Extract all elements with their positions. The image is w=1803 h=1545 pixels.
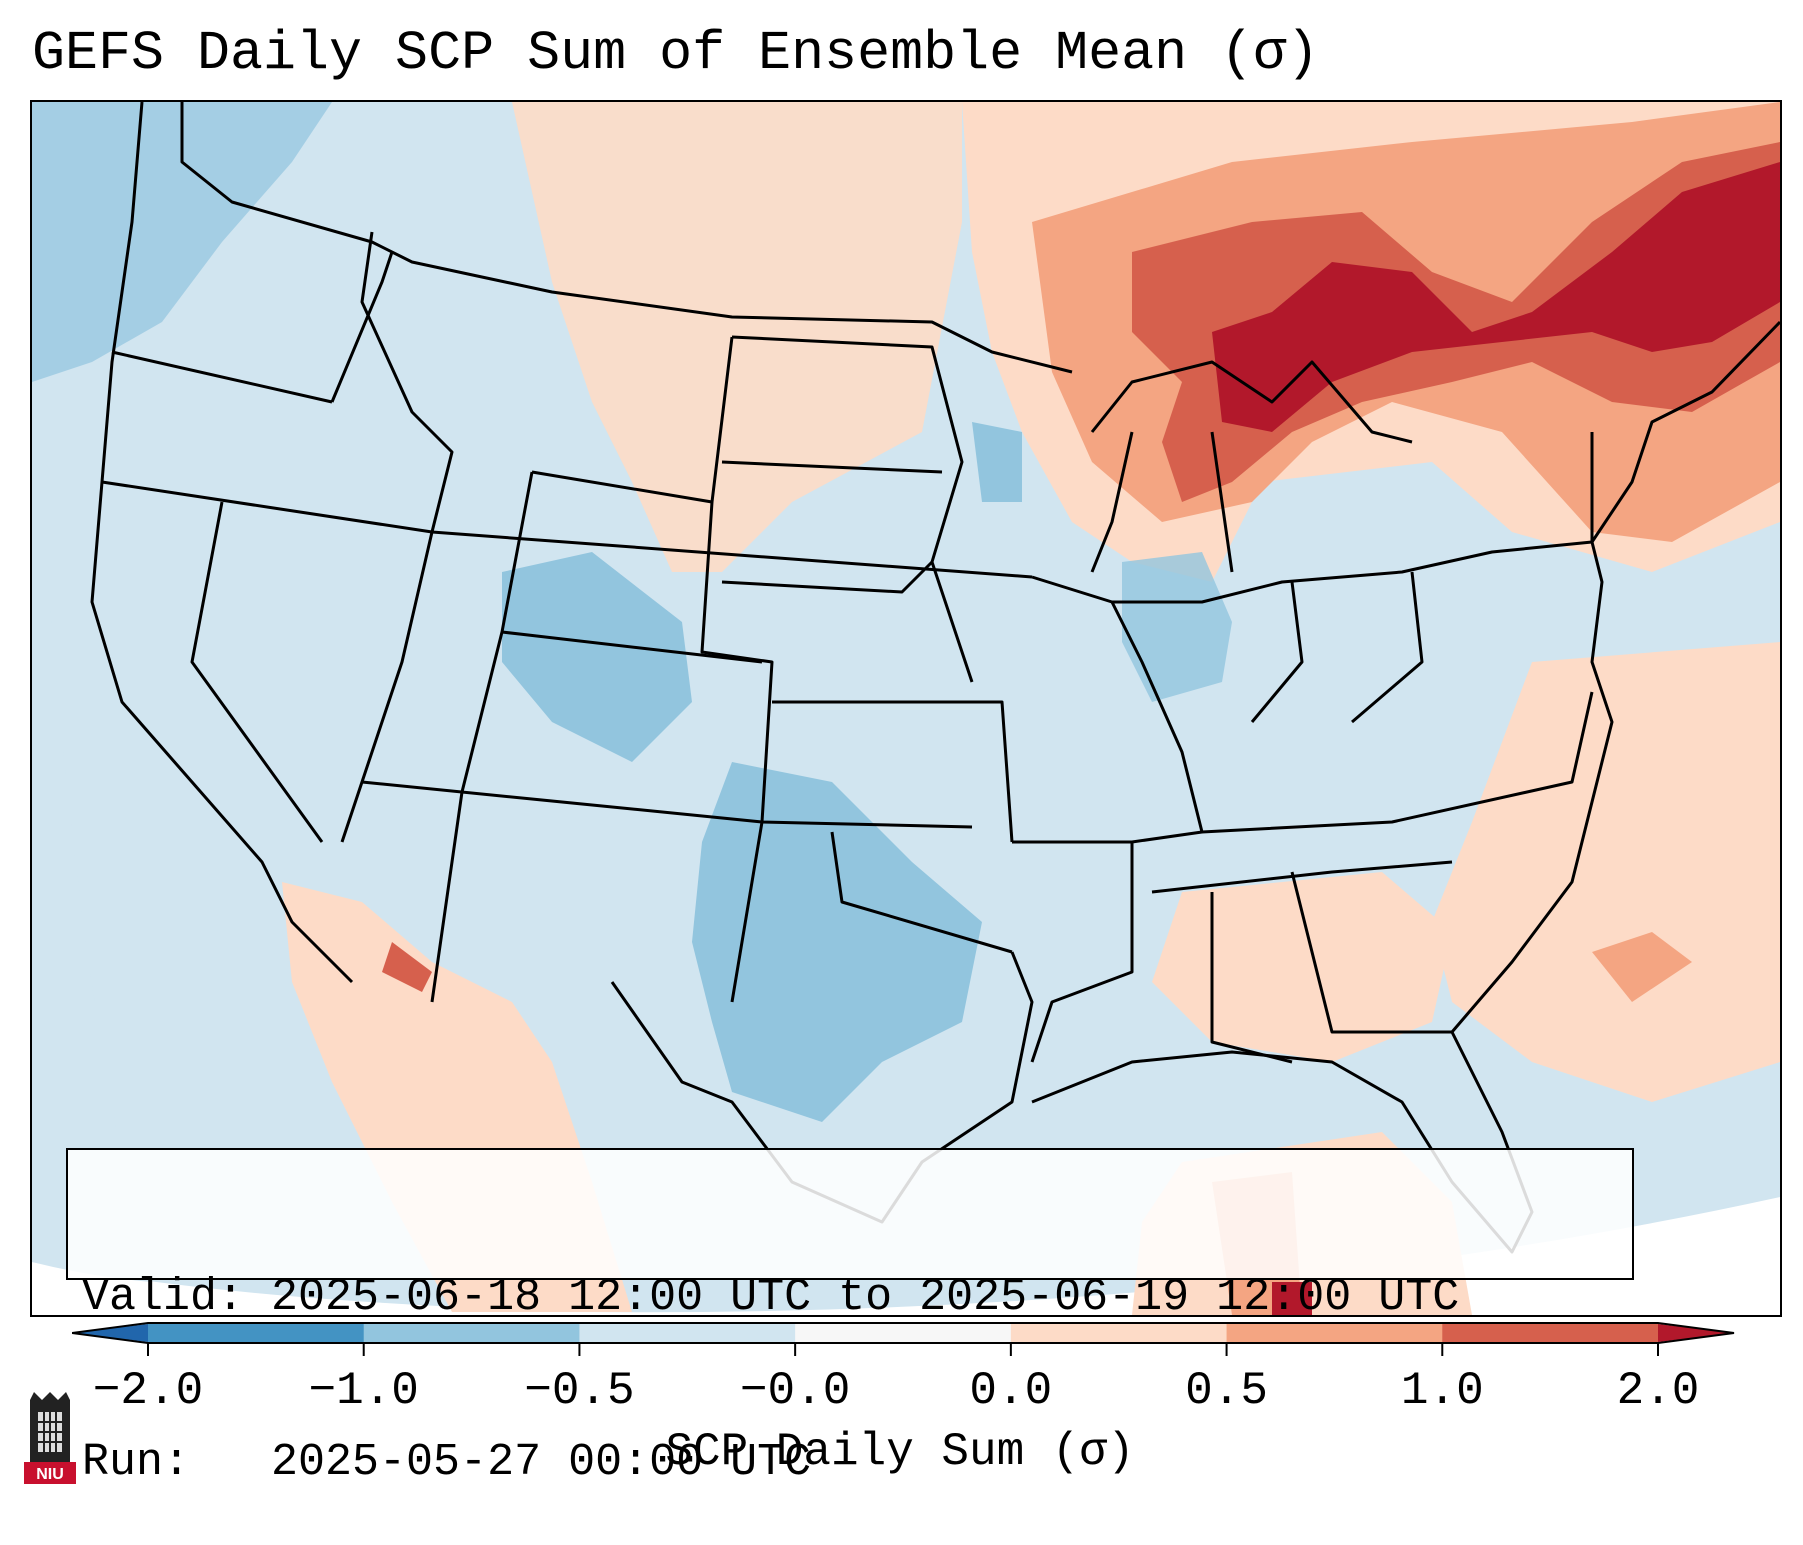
wyoming-south [501,630,763,664]
logo-text: NIU [36,1466,64,1483]
kansas [772,700,1014,843]
colorbar-tick-label: 1.0 [1400,1365,1484,1417]
colorado-east [700,501,774,1003]
idaho-west [330,251,394,403]
valid-run-infobox: Valid: 2025-06-18 12:00 UTC to 2025-06-1… [66,1148,1634,1488]
dakotas-east [731,335,974,683]
colorbar-bins [148,1323,1659,1343]
midwest-northern [1031,540,1593,604]
ohio-pennsylvania [1351,571,1424,724]
michigan-lake-shore [1210,431,1234,573]
atlantic-coast [1450,541,1614,1033]
oregon-north [111,350,333,404]
north-south-dakota [721,460,943,474]
colorbar-under-arrow [72,1324,148,1342]
colorbar-tick-label: −2.0 [92,1365,204,1417]
georgia-alabama [1290,871,1452,1034]
ohio-indiana [1250,581,1304,723]
oklahoma-texas [830,831,1013,954]
logo-window-grid-icon [38,1412,62,1452]
colorbar-tick-label: −1.0 [308,1365,419,1417]
run-time-text: Run: 2025-05-27 00:00 UTC [82,1437,812,1488]
anomaly-great-lakes-extreme [1212,162,1780,432]
colorbar-tick-label: −0.0 [739,1365,851,1417]
colorbar [72,1322,1735,1356]
colorbar-tick-label: 0.5 [1185,1365,1268,1417]
utah-nevada [340,531,434,843]
anomaly-southwest-spot [382,942,432,992]
colorbar-tick-label: −0.5 [524,1365,635,1417]
new-england-coast [1590,320,1780,543]
nevada-california [190,501,324,843]
colorbar-bin [363,1323,580,1343]
chart-title: GEFS Daily SCP Sum of Ensemble Mean (σ) [32,22,1320,85]
mississippi-river [1110,601,1204,844]
logo-banner [24,1462,76,1484]
valid-time-text: Valid: 2025-06-18 12:00 UTC to 2025-06-1… [82,1272,1460,1323]
state-boundaries [90,102,1780,1254]
great-lakes-shore [1090,360,1413,444]
anomaly-atlantic-spot [1592,932,1692,1002]
wisconsin-east [1090,431,1134,573]
colorbar-bin [1226,1323,1443,1343]
colorbar-label: SCP Daily Sum (σ) [665,1426,1135,1478]
idaho-east [360,231,454,533]
colorbar-tick-label: 2.0 [1616,1365,1700,1417]
tennessee-north [1201,691,1594,834]
anomaly-gulf-strong [1272,1282,1312,1315]
colorbar-bin [1010,1323,1228,1343]
niu-logo: NIU [24,1392,76,1484]
colorbar-bin [148,1323,365,1343]
map-panel [30,100,1782,1317]
colorbar-over-arrow [1658,1324,1734,1342]
anomaly-colorado-utah [502,552,692,762]
canada-border [180,102,1073,374]
logo-tower-top-icon [30,1392,70,1400]
anomaly-ohio-valley [1122,552,1232,702]
pacific-coast [90,102,354,984]
tennessee-south [1151,860,1453,894]
utah-colorado [430,471,534,1003]
south-dakota-nebraska [721,560,934,594]
colorbar-ticks [147,1343,1659,1356]
anomaly-minnesota [972,422,1022,502]
colorbar-bin [579,1323,796,1343]
pacific-region [32,362,152,1282]
anomaly-texas [692,762,982,1122]
anomaly-pacific-northwest [32,102,332,382]
colorbar-bin [1442,1323,1659,1343]
map-canvas [32,102,1780,1315]
colorbar-outline [72,1322,1735,1344]
colorbar-tick-label: 0.0 [969,1365,1053,1417]
colorbar-bin [795,1323,1012,1343]
arkansas-louisiana [1012,840,1134,1063]
anomaly-southeast [1152,872,1452,1062]
anomaly-atlantic [1432,642,1780,1102]
